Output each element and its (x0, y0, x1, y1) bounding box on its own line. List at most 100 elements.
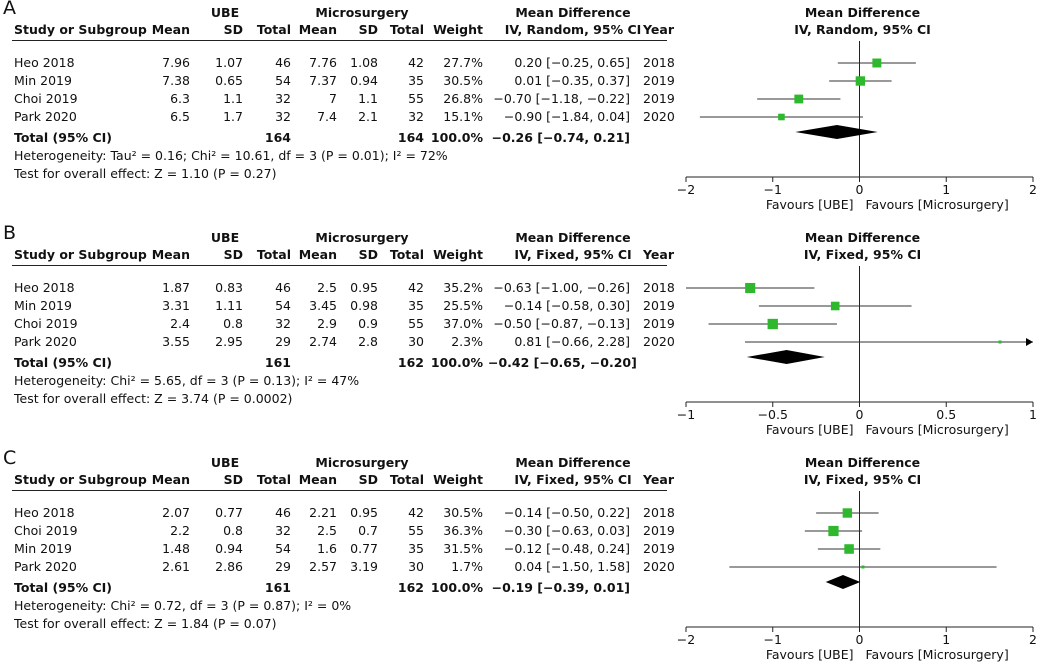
x-axis-tick-label: 2 (1029, 182, 1037, 197)
sd2-value: 1.1 (358, 91, 378, 106)
sd1-value: 1.1 (223, 91, 243, 106)
total2-value: 32 (408, 109, 424, 124)
sd1-value: 0.65 (215, 73, 243, 88)
pooled-diamond (795, 125, 878, 139)
ci-value: −0.90 [−1.84, 0.04] (503, 109, 630, 124)
sd1-value: 0.8 (223, 316, 243, 331)
total-ci: −0.42 [−0.65, −0.20] (488, 355, 637, 370)
sd1-value: 1.07 (215, 55, 243, 70)
sd2-value: 0.77 (350, 541, 378, 556)
header-rule (12, 265, 667, 266)
total1-value: 32 (275, 91, 291, 106)
col-year: Year (643, 22, 674, 37)
sd1-value: 2.86 (215, 559, 243, 574)
favours-right-label: Favours [Microsurgery] (866, 647, 1009, 662)
weight-value: 31.5% (443, 541, 483, 556)
sd2-value: 0.7 (358, 523, 378, 538)
x-axis-tick-label: −1 (764, 182, 782, 197)
year-value: 2018 (643, 280, 675, 295)
sd1-value: 1.11 (215, 298, 243, 313)
study-marker (855, 76, 866, 86)
mean2-value: 3.45 (309, 298, 337, 313)
total-label: Total (95% CI) (14, 355, 113, 370)
total-label: Total (95% CI) (14, 580, 113, 595)
sd2-value: 2.8 (358, 334, 378, 349)
mean1-value: 2.2 (170, 523, 190, 538)
study-marker (844, 544, 854, 554)
forest-plot-panel: C UBE Microsurgery Mean Difference Mean … (0, 447, 1053, 672)
group1-header: UBE (210, 5, 240, 20)
study-marker (872, 58, 882, 68)
plot-header: Mean Difference (804, 5, 921, 20)
plot-subheader: IV, Fixed, 95% CI (803, 247, 922, 262)
total1-value: 32 (275, 109, 291, 124)
year-value: 2019 (643, 523, 675, 538)
sd1-value: 0.94 (215, 541, 243, 556)
study-marker (830, 301, 840, 311)
x-axis-tick-label: −1 (677, 407, 695, 422)
mean1-value: 3.55 (162, 334, 190, 349)
study-marker (828, 525, 839, 537)
sd2-value: 0.98 (350, 298, 378, 313)
col-mean2: Mean (298, 472, 337, 487)
study-marker (842, 508, 853, 518)
col-sd2: SD (358, 472, 378, 487)
year-value: 2019 (643, 316, 675, 331)
total2-value: 42 (408, 505, 424, 520)
sd2-value: 0.9 (358, 316, 378, 331)
total-ci: −0.19 [−0.39, 0.01] (491, 580, 630, 595)
col-total2: Total (389, 472, 424, 487)
x-axis-tick-label: 0 (856, 182, 864, 197)
mean2-value: 2.5 (317, 280, 337, 295)
sd2-value: 0.94 (350, 73, 378, 88)
sd2-value: 3.19 (350, 559, 378, 574)
weight-value: 27.7% (443, 55, 483, 70)
total-weight: 100.0% (430, 355, 483, 370)
panel-label: B (3, 222, 17, 244)
study-name: Min 2019 (14, 73, 72, 88)
effect-header: Mean Difference (515, 230, 631, 245)
weight-value: 36.3% (443, 523, 483, 538)
forest-plot-panel: A UBE Microsurgery Mean Difference Mean … (0, 0, 1053, 222)
col-total2: Total (389, 22, 424, 37)
col-mean2: Mean (298, 22, 337, 37)
x-axis-tick-label: 2 (1029, 632, 1037, 647)
col-total2: Total (389, 247, 424, 262)
mean2-value: 7.76 (309, 55, 337, 70)
total-label: Total (95% CI) (14, 130, 113, 145)
total1-value: 54 (275, 541, 291, 556)
mean1-value: 3.31 (162, 298, 190, 313)
total2-value: 55 (408, 523, 424, 538)
study-name: Choi 2019 (14, 316, 78, 331)
effect-header: Mean Difference (515, 5, 631, 20)
study-name: Min 2019 (14, 541, 72, 556)
total1-value: 29 (275, 334, 291, 349)
x-axis-tick-label: 0.5 (936, 407, 956, 422)
sd1-value: 0.83 (215, 280, 243, 295)
study-name: Park 2020 (14, 334, 77, 349)
plot-subheader: IV, Random, 95% CI (794, 22, 931, 37)
favours-left-label: Favours [UBE] (766, 197, 854, 212)
col-total1: Total (256, 22, 291, 37)
forest-plot-area: −2 −1 0 1 2 Favours [UBE] Favours [Microsurger… (677, 41, 1037, 212)
total2-value: 42 (408, 55, 424, 70)
mean1-value: 6.5 (170, 109, 190, 124)
mean1-value: 6.3 (170, 91, 190, 106)
total-n2: 162 (397, 355, 424, 370)
total1-value: 54 (275, 298, 291, 313)
study-marker (745, 282, 756, 294)
forest-plot-panel: B UBE Microsurgery Mean Difference Mean … (0, 222, 1053, 447)
ci-value: −0.14 [−0.58, 0.30] (503, 298, 630, 313)
col-sd1: SD (223, 472, 243, 487)
sd2-value: 2.1 (358, 109, 378, 124)
weight-value: 26.8% (443, 91, 483, 106)
study-name: Heo 2018 (14, 280, 75, 295)
year-value: 2019 (643, 541, 675, 556)
panel-label: C (3, 447, 17, 469)
x-axis-tick-label: 1 (1029, 407, 1037, 422)
weight-value: 25.5% (443, 298, 483, 313)
col-mean1: Mean (151, 22, 190, 37)
mean1-value: 2.61 (162, 559, 190, 574)
ci-value: 0.04 [−1.50, 1.58] (514, 559, 630, 574)
mean2-value: 1.6 (317, 541, 337, 556)
